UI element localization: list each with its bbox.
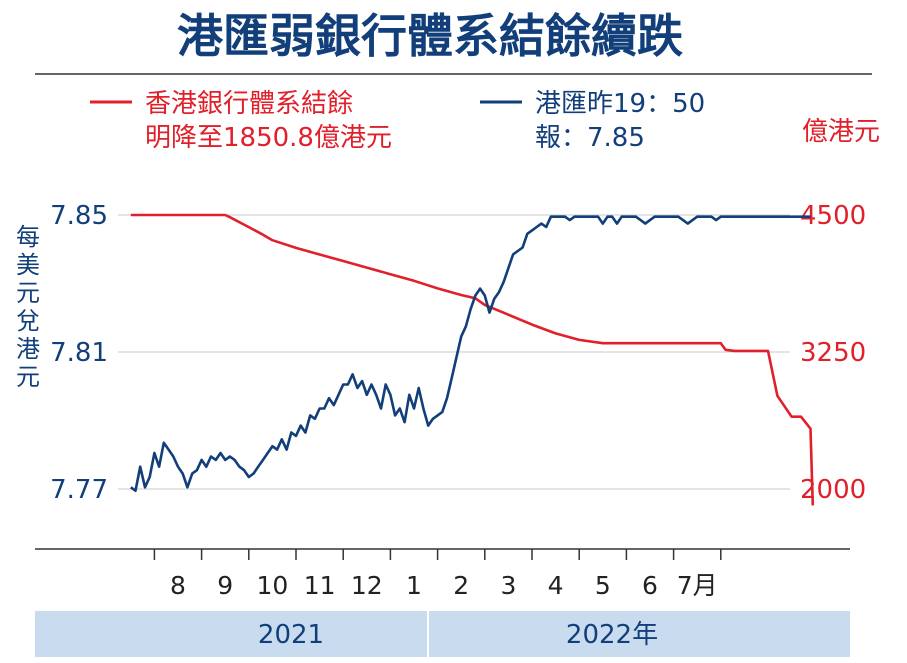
x-axis: 8 9 10 11 12 1 2 3 4 5 6 7月 (35, 548, 850, 600)
year-label-2021: 2021 (258, 620, 324, 650)
legend-hkd-line2: 報：7.85 (535, 123, 645, 153)
x-tick-label: 4 (548, 571, 564, 600)
legend-balance-line1: 香港銀行體系結餘 (145, 89, 353, 119)
x-tick-label: 2 (453, 571, 469, 600)
year-band-2022 (429, 611, 850, 657)
left-tick-label-0: 7.85 (50, 201, 108, 231)
right-tick-label-1: 3250 (800, 338, 866, 368)
year-label-2022: 2022年 (566, 620, 658, 650)
x-tick-label: 6 (642, 571, 658, 600)
series-line-balance (130, 213, 815, 506)
right-tick-label-2: 2000 (800, 475, 866, 505)
left-axis-label: 每美元兌港元 (16, 223, 40, 391)
chart-title: 港匯弱銀行體系結餘續跌 (177, 9, 683, 63)
legend: 香港銀行體系結餘 明降至1850.8億港元 港匯昨19：50 報：7.85 (90, 89, 705, 153)
x-tick-label: 3 (500, 571, 516, 600)
left-tick-label-1: 7.81 (50, 338, 108, 368)
x-tick-label: 12 (351, 571, 383, 600)
x-tick-label: 10 (256, 571, 288, 600)
right-axis-label: 億港元 (802, 117, 880, 147)
year-band-2021 (35, 611, 427, 657)
plot-area (130, 213, 815, 506)
legend-hkd-line1: 港匯昨19：50 (535, 89, 705, 119)
legend-balance-line2: 明降至1850.8億港元 (145, 123, 392, 153)
gridlines (118, 214, 790, 490)
right-tick-label-0: 4500 (800, 201, 866, 231)
x-tick-label: 1 (406, 571, 422, 600)
x-tick-label: 7月 (677, 571, 718, 600)
x-tick-label: 9 (217, 571, 233, 600)
x-tick-label: 8 (170, 571, 186, 600)
right-axis: 4500 3250 2000 (800, 201, 866, 505)
series-line-hkd (130, 215, 811, 492)
x-tick-label: 11 (304, 571, 336, 600)
x-tick-label: 5 (595, 571, 611, 600)
left-tick-label-2: 7.77 (50, 475, 108, 505)
year-band: 2021 2022年 (35, 611, 850, 657)
left-axis: 每美元兌港元 7.85 7.81 7.77 (16, 201, 108, 505)
